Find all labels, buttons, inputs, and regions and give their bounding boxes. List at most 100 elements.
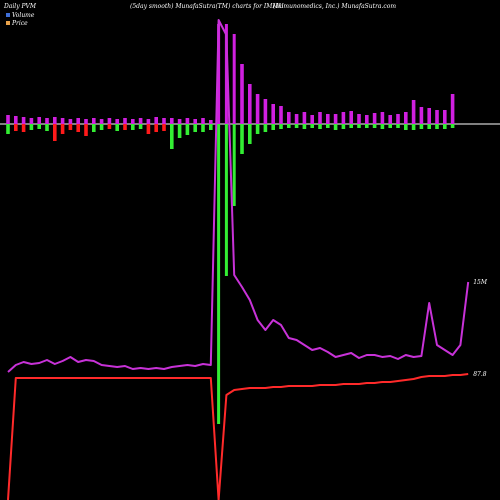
chart-title-center: (5day smooth) MunafaSutra(TM) charts for…: [130, 3, 284, 10]
bar-up: [99, 119, 104, 124]
bar-down: [302, 124, 307, 129]
bar-up: [185, 118, 190, 124]
bar-down: [263, 124, 268, 132]
bar-up: [92, 118, 96, 124]
bar-down: [193, 124, 197, 132]
legend-item-price: Price: [6, 19, 34, 27]
bar-down: [427, 124, 431, 129]
bar-up: [138, 118, 143, 124]
bar-up: [419, 107, 424, 124]
bar-down: [45, 124, 49, 131]
price-line: [7, 373, 469, 500]
bar-down: [37, 124, 41, 129]
bar-down: [411, 124, 416, 130]
bar-up: [37, 117, 41, 124]
bar-up: [6, 115, 10, 124]
bar-up: [310, 115, 314, 124]
bar-down: [310, 124, 314, 128]
bar-down: [53, 124, 57, 141]
chart-legend: Volume Price: [6, 11, 34, 27]
bar-up: [263, 99, 268, 124]
bar-down: [232, 124, 236, 206]
bar-up: [341, 112, 346, 124]
bar-up: [201, 118, 205, 124]
bar-up: [123, 118, 127, 124]
bar-down: [170, 124, 174, 149]
bar-up: [404, 112, 408, 124]
bar-up: [209, 120, 213, 124]
bar-up: [396, 114, 400, 124]
bar-down: [29, 124, 34, 130]
bar-up: [131, 119, 135, 124]
bar-up: [349, 111, 353, 124]
bar-up: [146, 119, 151, 124]
bar-down: [287, 124, 291, 128]
bar-down: [396, 124, 400, 128]
chart-title-left: Daily PVM: [4, 3, 37, 10]
bar-up: [14, 116, 18, 124]
bar-up: [170, 118, 174, 124]
volume-end-label: 15M: [473, 279, 488, 286]
bar-down: [92, 124, 96, 132]
bar-up: [279, 106, 283, 124]
bar-down: [279, 124, 283, 129]
bar-down: [60, 124, 65, 134]
bar-up: [84, 119, 88, 124]
bar-down: [294, 124, 299, 128]
bar-down: [123, 124, 127, 130]
bar-up: [29, 118, 34, 124]
bar-down: [107, 124, 112, 129]
bar-down: [404, 124, 408, 130]
bar-up: [162, 118, 166, 124]
bar-up: [115, 119, 119, 124]
bar-up: [217, 24, 221, 124]
bar-up: [76, 118, 80, 124]
bar-down: [21, 124, 26, 132]
bar-down: [131, 124, 135, 130]
bar-down: [388, 124, 392, 128]
bar-down: [333, 124, 338, 130]
chart-title-right: (Immunomedics, Inc.) MunafaSutra.com: [273, 3, 397, 10]
bar-up: [60, 118, 65, 124]
bar-up: [326, 114, 330, 124]
bar-up: [154, 117, 158, 124]
bar-up: [427, 108, 431, 124]
bar-down: [419, 124, 424, 129]
bar-up: [240, 64, 244, 124]
bar-down: [185, 124, 190, 135]
bar-down: [443, 124, 447, 129]
bar-up: [357, 114, 361, 124]
bar-down: [209, 124, 213, 130]
bar-up: [388, 115, 392, 124]
bar-up: [53, 117, 57, 124]
bar-up: [68, 119, 73, 124]
bar-down: [84, 124, 88, 136]
bar-down: [248, 124, 252, 144]
bar-up: [365, 115, 369, 124]
bar-up: [443, 110, 447, 124]
bar-down: [435, 124, 439, 129]
legend-swatch-price: [6, 21, 10, 25]
volume-line: [7, 19, 470, 373]
bar-up: [255, 94, 260, 124]
bar-down: [154, 124, 158, 132]
bar-up: [177, 119, 182, 124]
bar-down: [372, 124, 377, 128]
bar-down: [177, 124, 182, 138]
legend-item-volume: Volume: [6, 11, 34, 19]
bar-up: [372, 113, 377, 124]
bar-up: [380, 112, 385, 124]
price-end-label: 87.8: [473, 371, 487, 378]
bar-up: [287, 112, 291, 124]
bar-down: [201, 124, 205, 132]
bar-up: [21, 117, 26, 124]
bar-down: [255, 124, 260, 134]
bar-up: [232, 34, 236, 124]
bar-down: [318, 124, 322, 129]
bar-down: [14, 124, 18, 131]
bar-down: [138, 124, 143, 129]
bar-down: [349, 124, 353, 128]
bar-down: [380, 124, 385, 129]
bar-up: [318, 112, 322, 124]
